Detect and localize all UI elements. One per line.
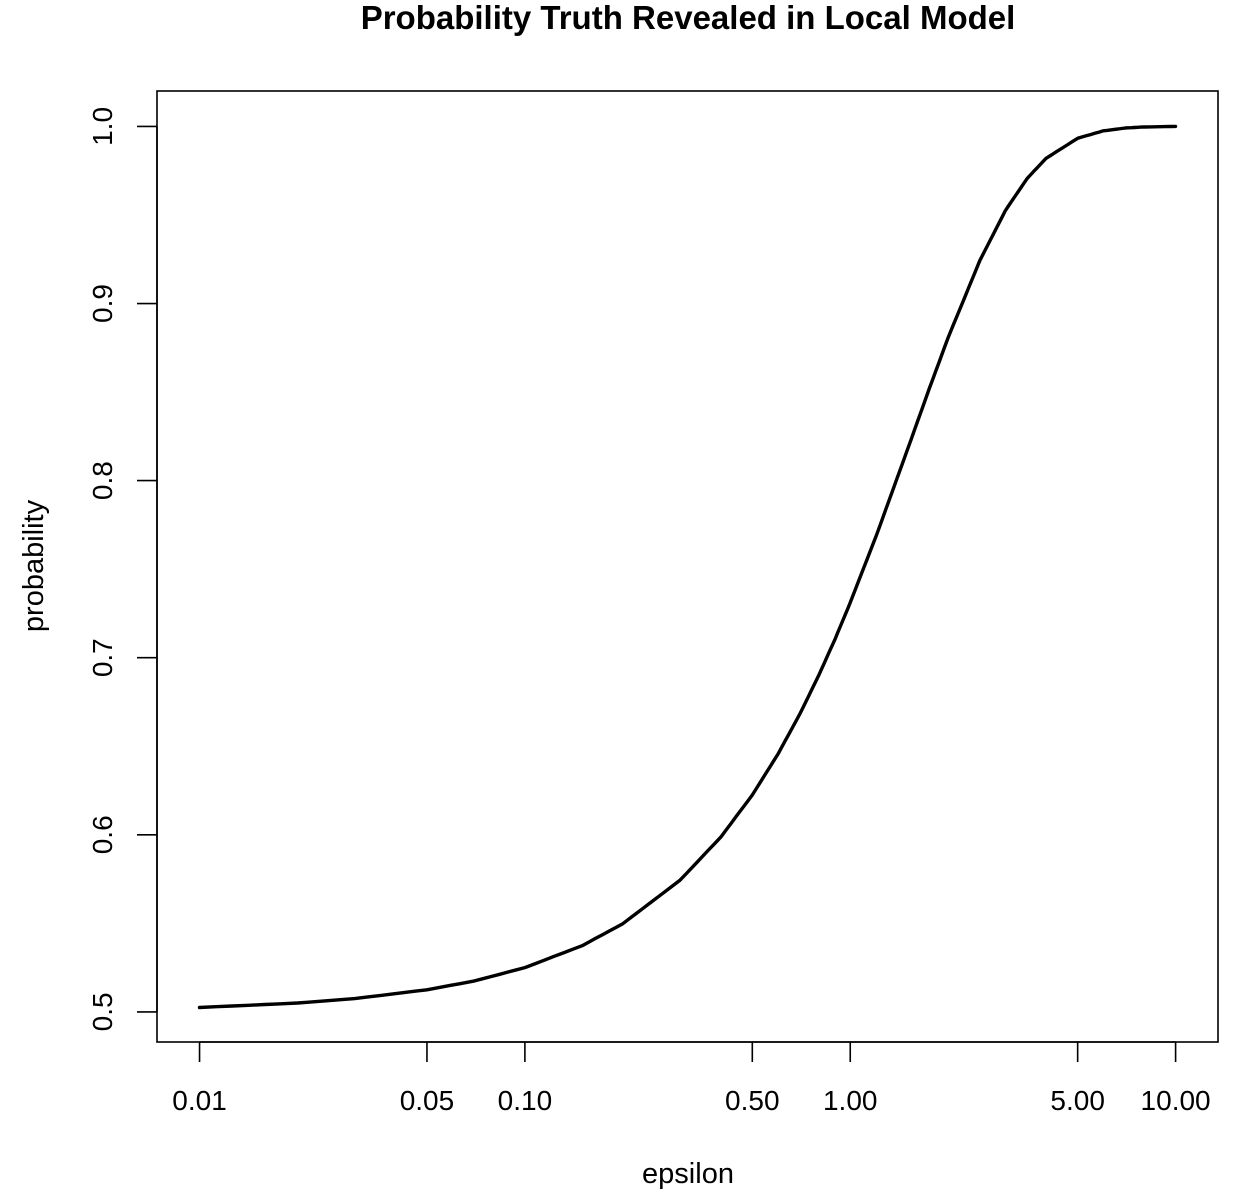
y-tick-label: 1.0 [87, 107, 118, 146]
plot-frame [156, 90, 1219, 1043]
x-axis-label: epsilon [642, 1158, 734, 1190]
x-axis: 0.01 0.05 0.10 0.50 1.00 5.00 10.00 [172, 1041, 1211, 1116]
y-tick-label: 0.6 [87, 815, 118, 854]
x-tick-label: 0.05 [400, 1085, 455, 1116]
y-axis-label: probability [18, 499, 50, 632]
y-tick-label: 0.9 [87, 284, 118, 323]
x-tick-label: 10.00 [1141, 1085, 1211, 1116]
y-axis: 0.5 0.6 0.7 0.8 0.9 1.0 [87, 107, 158, 1031]
chart-title: Probability Truth Revealed in Local Mode… [361, 0, 1016, 36]
x-tick-label: 0.10 [498, 1085, 553, 1116]
series-layer [197, 124, 1178, 1010]
x-tick-label: 0.01 [172, 1085, 227, 1116]
y-tick-label: 0.5 [87, 992, 118, 1031]
x-tick-label: 0.50 [725, 1085, 780, 1116]
y-tick-label: 0.7 [87, 638, 118, 677]
series-line [197, 124, 1178, 1010]
x-tick-label: 1.00 [823, 1085, 878, 1116]
y-tick-label: 0.8 [87, 461, 118, 500]
x-tick-label: 5.00 [1050, 1085, 1105, 1116]
